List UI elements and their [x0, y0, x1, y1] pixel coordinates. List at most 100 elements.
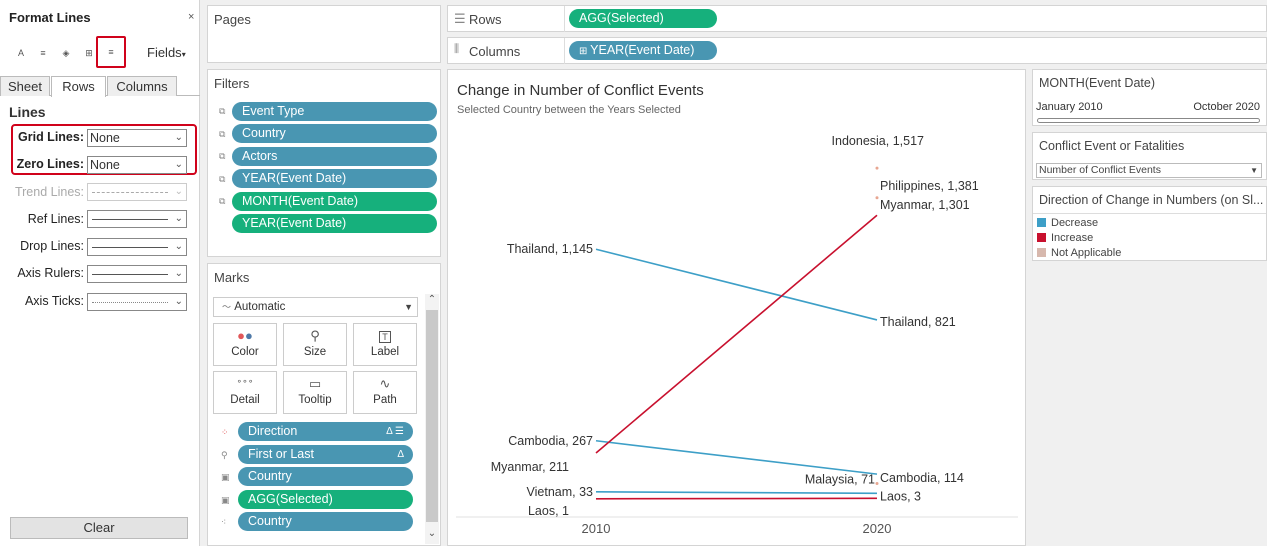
label-field-icon: ▣ — [221, 472, 230, 482]
trend-lines-select: ⌄ — [87, 183, 187, 201]
marks-pill-agg-selected[interactable]: AGG(Selected) — [238, 490, 413, 509]
tooltip-icon: ▭ — [308, 376, 322, 391]
marks-scrollbar[interactable]: ⌃ ⌄ — [425, 294, 439, 544]
month-filter-end: October 2020 — [1193, 101, 1260, 113]
tab-columns[interactable]: Columns — [107, 76, 177, 96]
axis-ticks-select[interactable]: ⌄ — [87, 293, 187, 311]
zero-lines-value: None — [90, 158, 120, 172]
series-point-indonesia — [875, 166, 879, 170]
marks-pill-direction-label: Direction — [248, 424, 298, 438]
format-tabs: Sheet Rows Columns — [0, 76, 200, 97]
mark-type-select[interactable]: 〜 Automatic ▼ — [213, 297, 418, 317]
label-field-icon: ▣ — [221, 495, 230, 505]
chevron-down-icon: ⌄ — [174, 213, 183, 224]
font-format-icon[interactable]: A — [17, 48, 24, 58]
format-panel: Format Lines × A ≡ ◈ ⊞ ≡ Fields▾ Sheet R… — [0, 0, 200, 546]
filter-icon: ⧉ — [219, 174, 226, 184]
parameter-select[interactable]: Number of Conflict Events ▼ — [1036, 163, 1262, 178]
rows-pill-agg-selected[interactable]: AGG(Selected) — [569, 9, 717, 28]
rows-icon: ☰ — [454, 11, 466, 26]
borders-format-icon[interactable]: ⊞ — [85, 48, 93, 58]
tab-sheet[interactable]: Sheet — [0, 76, 50, 96]
close-icon[interactable]: × — [188, 11, 195, 23]
highlight-box — [11, 124, 197, 175]
slope-chart[interactable]: 2010 2020 Thailand, 1,145 Cambodia, 267 Myan… — [448, 70, 1025, 545]
legend-card: Direction of Change in Numbers (on Sl...… — [1032, 186, 1267, 261]
detail-button[interactable]: ∘∘∘ Detail — [213, 371, 277, 414]
zero-lines-label: Zero Lines: — [16, 157, 84, 171]
fields-label: Fields — [147, 45, 182, 60]
chevron-down-icon: ▼ — [1250, 166, 1258, 175]
zero-lines-select[interactable]: None ⌄ — [87, 156, 187, 174]
parameter-title: Conflict Event or Fatalities — [1039, 139, 1185, 153]
scroll-up-icon[interactable]: ⌃ — [427, 294, 437, 305]
columns-icon: ⫼ — [454, 43, 460, 55]
lines-format-icon[interactable]: ≡ — [96, 36, 126, 68]
filters-card: Filters ⧉ Event Type ⧉ Country ⧉ Actors … — [207, 69, 441, 257]
legend-item-decrease[interactable]: Decrease — [1037, 217, 1098, 229]
rows-label: Rows — [469, 12, 502, 27]
dashed-line-swatch — [92, 192, 168, 193]
marks-title: Marks — [214, 270, 250, 285]
legend-label: Increase — [1051, 232, 1094, 244]
legend-item-increase[interactable]: Increase — [1037, 232, 1093, 244]
marks-pill-first-or-last-label: First or Last — [248, 447, 314, 461]
grid-lines-select[interactable]: None ⌄ — [87, 129, 187, 147]
line-swatch — [92, 302, 168, 303]
filters-title: Filters — [214, 76, 250, 91]
pages-card[interactable]: Pages — [207, 5, 441, 63]
format-panel-title: Format Lines — [9, 10, 91, 25]
series-point-malaysia — [875, 482, 879, 486]
fields-dropdown[interactable]: Fields▾ — [147, 45, 186, 60]
columns-pill-year[interactable]: ⊞ YEAR(Event Date) — [569, 41, 717, 60]
month-range-slider[interactable] — [1037, 118, 1260, 123]
legend-label: Decrease — [1051, 217, 1099, 229]
grid-lines-value: None — [90, 131, 120, 145]
tooltip-button[interactable]: ▭ Tooltip — [283, 371, 347, 414]
scrollbar-thumb[interactable] — [426, 310, 438, 522]
marks-pill-direction[interactable]: Direction Δ ☰ — [238, 422, 413, 441]
chevron-down-icon: ▼ — [404, 302, 413, 312]
series-line-vietnam — [595, 491, 878, 495]
path-button[interactable]: ∿ Path — [353, 371, 417, 414]
scroll-down-icon[interactable]: ⌄ — [427, 528, 437, 539]
chevron-down-icon: ▾ — [181, 50, 186, 59]
path-label: Path — [373, 394, 397, 406]
color-field-icon: ⁘ — [221, 427, 229, 437]
clear-button[interactable]: Clear — [10, 517, 188, 539]
marks-pill-country-2[interactable]: Country — [238, 512, 413, 531]
line-swatch — [92, 274, 168, 275]
shading-format-icon[interactable]: ◈ — [62, 48, 70, 58]
marks-pill-first-or-last[interactable]: First or Last Δ — [238, 445, 413, 464]
axis-rulers-select[interactable]: ⌄ — [87, 265, 187, 283]
chevron-down-icon: ⌄ — [174, 296, 183, 307]
filter-pill-country[interactable]: Country — [232, 124, 437, 143]
drop-lines-select[interactable]: ⌄ — [87, 238, 187, 256]
tab-rows[interactable]: Rows — [51, 76, 106, 97]
filter-pill-year-2[interactable]: YEAR(Event Date) — [232, 214, 437, 233]
series-line-thailand — [595, 248, 878, 321]
filter-pill-actors[interactable]: Actors — [232, 147, 437, 166]
filter-pill-month[interactable]: MONTH(Event Date) — [232, 192, 437, 211]
marks-pill-country[interactable]: Country — [238, 467, 413, 486]
data-label: Indonesia, 1,517 — [832, 134, 924, 148]
legend-swatch — [1037, 233, 1046, 242]
columns-shelf[interactable]: ⫼ Columns ⊞ YEAR(Event Date) — [447, 37, 1267, 64]
ref-lines-select[interactable]: ⌄ — [87, 210, 187, 228]
legend-item-not-applicable[interactable]: Not Applicable — [1037, 247, 1121, 259]
chevron-down-icon: ⌄ — [174, 241, 183, 252]
size-field-icon: ⚲ — [221, 450, 228, 460]
detail-field-icon: ⁖ — [221, 517, 227, 527]
filter-pill-event-type[interactable]: Event Type — [232, 102, 437, 121]
data-label: Laos, 3 — [880, 489, 921, 503]
shelf-divider — [564, 6, 565, 32]
color-button[interactable]: ●● Color — [213, 323, 277, 366]
month-filter-title: MONTH(Event Date) — [1039, 76, 1155, 90]
filter-pill-year[interactable]: YEAR(Event Date) — [232, 169, 437, 188]
label-button[interactable]: T Label — [353, 323, 417, 366]
color-label: Color — [231, 346, 259, 358]
alignment-format-icon[interactable]: ≡ — [40, 48, 46, 58]
parameter-value: Number of Conflict Events — [1039, 164, 1161, 176]
rows-shelf[interactable]: ☰ Rows AGG(Selected) — [447, 5, 1267, 32]
size-button[interactable]: ⚲ Size — [283, 323, 347, 366]
